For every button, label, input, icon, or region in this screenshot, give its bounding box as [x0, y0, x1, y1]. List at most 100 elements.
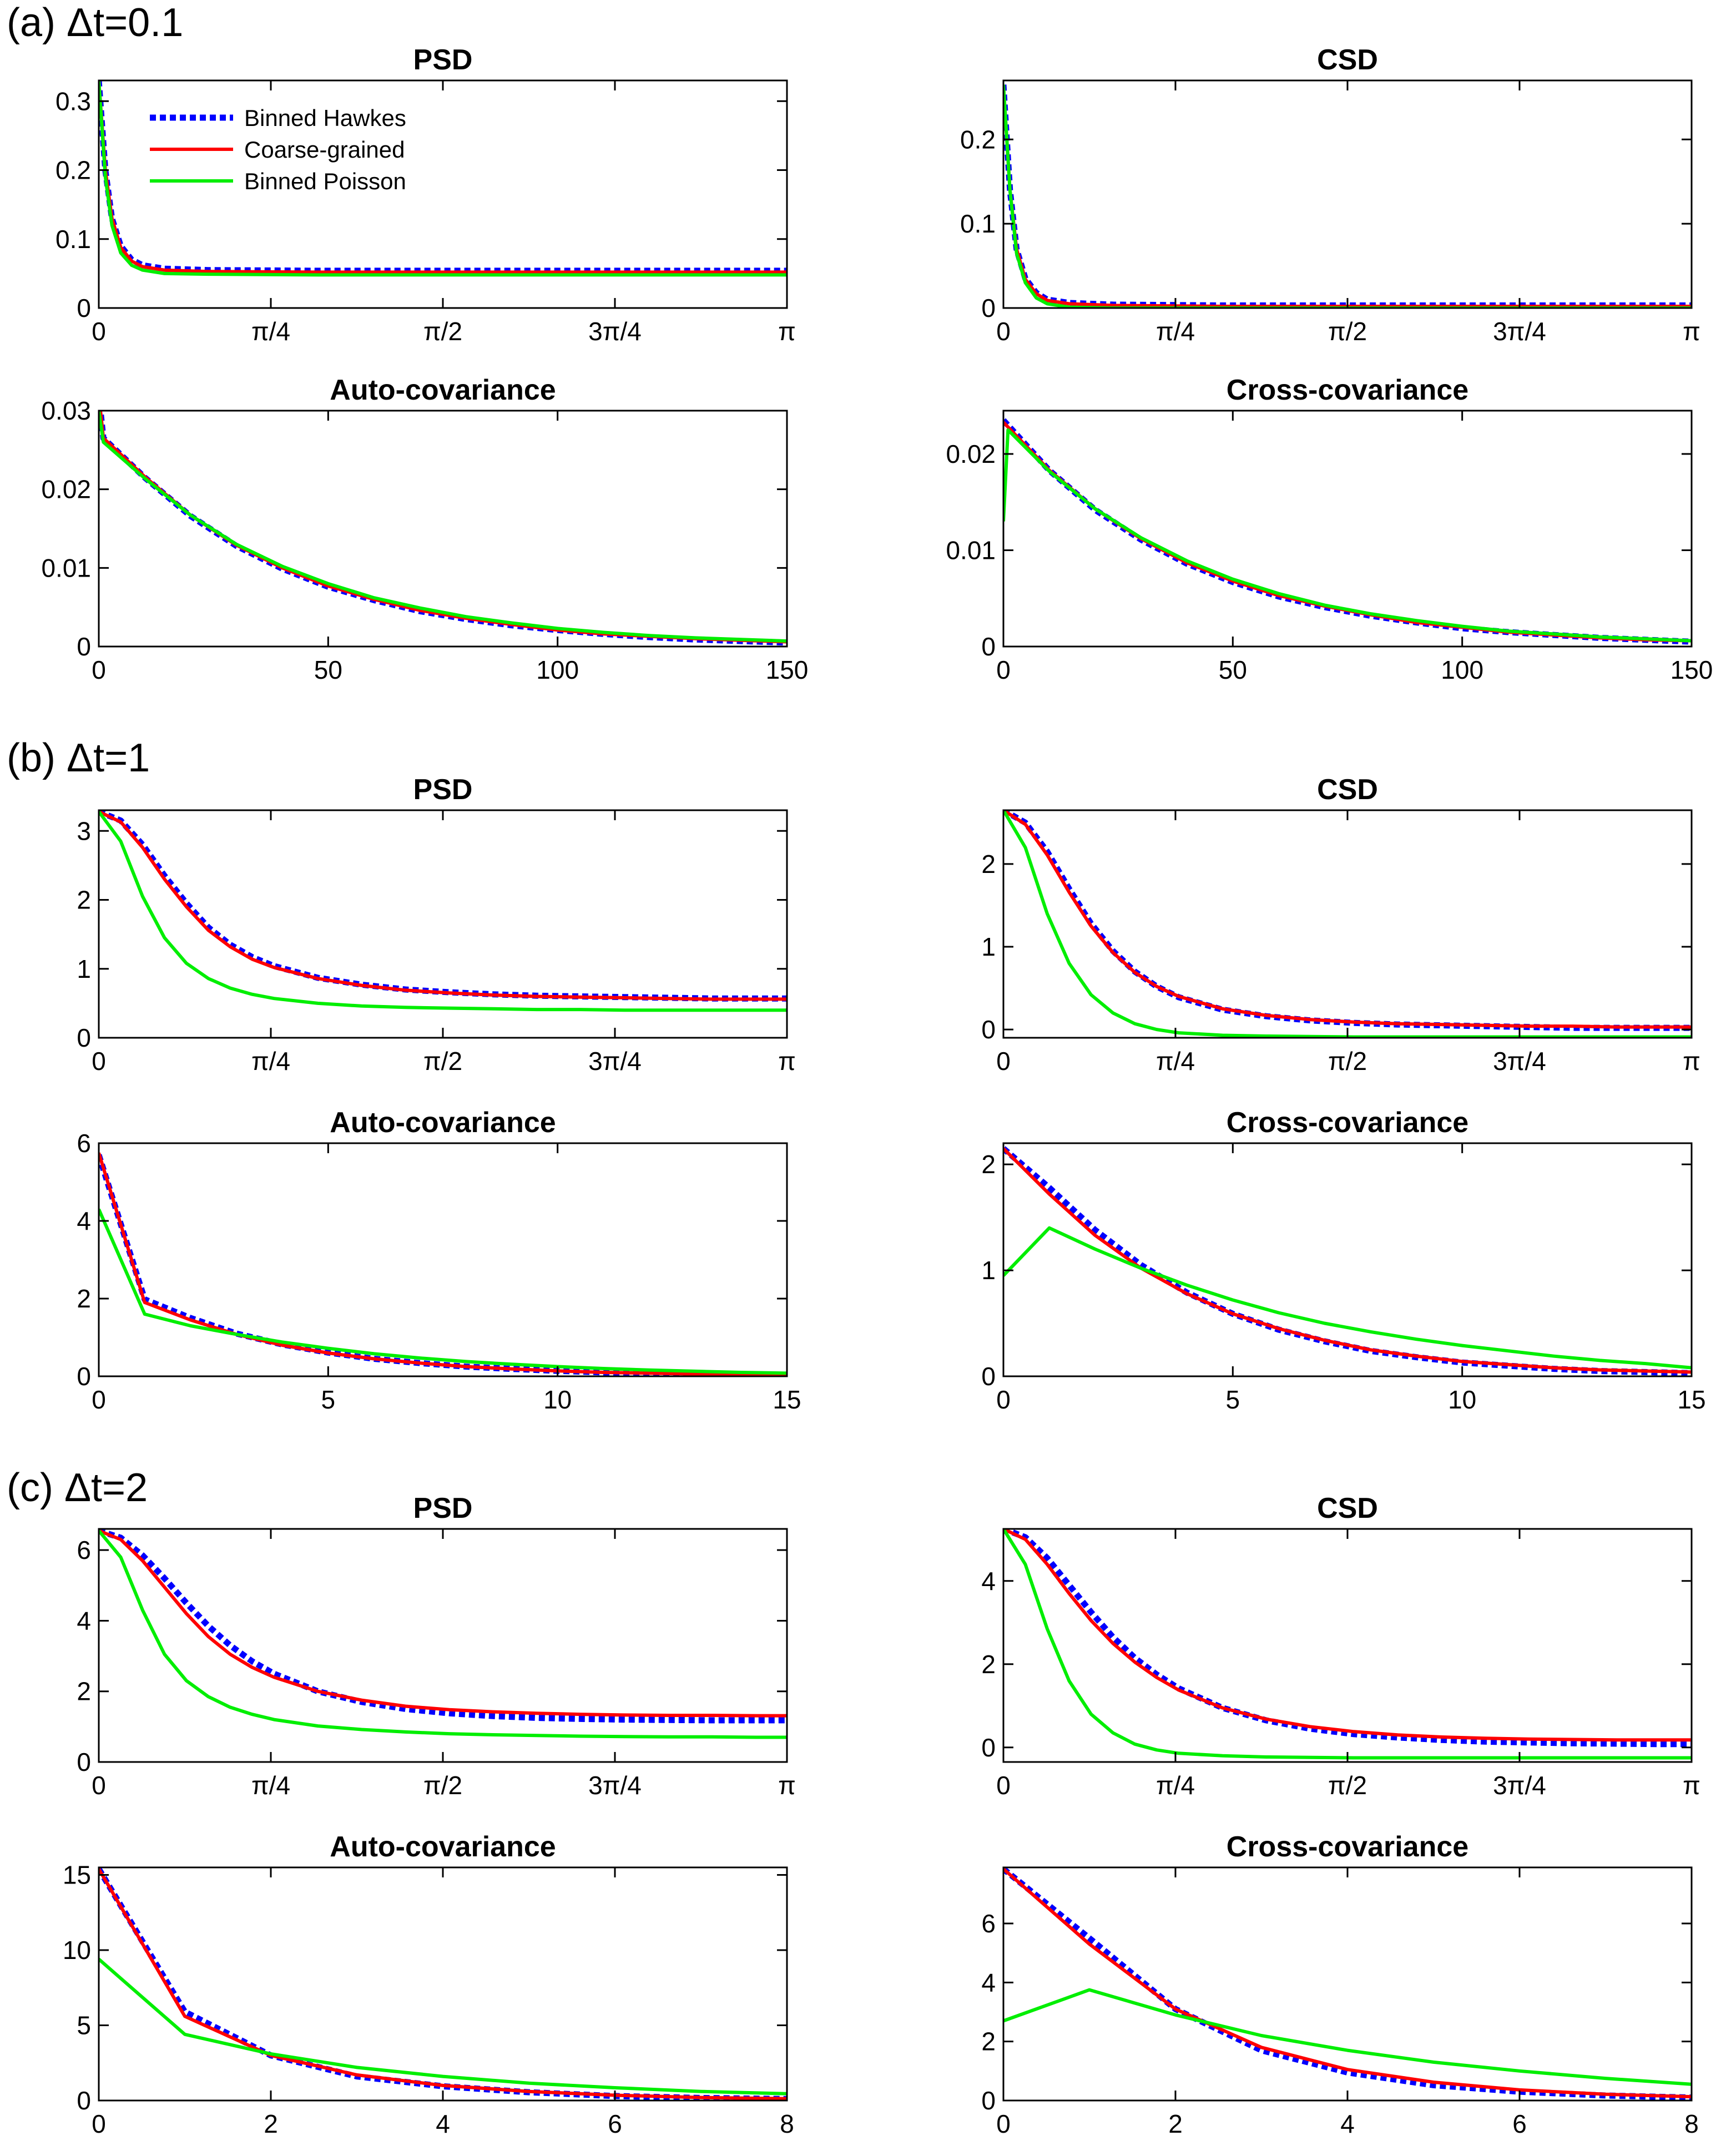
x-tick-label: π/4: [251, 1047, 290, 1076]
y-tick-label: 1: [981, 1256, 996, 1285]
series-coarse-grained: [1003, 810, 1692, 1029]
chart-title: Auto-covariance: [330, 1107, 556, 1139]
x-tick-label: 0: [92, 1047, 106, 1076]
series-coarse-grained: [1003, 1867, 1692, 2099]
series-binned-poisson: [1003, 1529, 1692, 1760]
chart-a-auto: 0 50 100 150 0 0.01 0.02 0.03 Auto-covariance: [41, 374, 808, 684]
y-tick-label: 0.02: [41, 475, 91, 504]
y-tick-label: 0: [77, 2086, 91, 2115]
legend-label: Binned Poisson: [244, 168, 406, 194]
x-tick-label: 0: [996, 1385, 1011, 1414]
series-coarse-grained: [99, 1529, 787, 1718]
x-tick-label: 0: [996, 1771, 1011, 1800]
series-binned-poisson: [99, 1529, 787, 1739]
chart-c-cross: 0 2 4 6 8 0 2 4 6 Cross-covariance: [981, 1831, 1698, 2138]
axes-box: [1002, 410, 1693, 648]
axes-box: [1002, 1866, 1693, 2102]
series-binned-poisson: [99, 411, 787, 643]
chart-b-auto: 0 5 10 15 0 2 4 6 Auto-covariance: [77, 1107, 801, 1414]
x-tick-label: π/2: [423, 1771, 462, 1800]
x-tick-label: 5: [321, 1385, 336, 1414]
chart-a-cross: 0 50 100 150 0 0.01 0.02 Cross-covariance: [946, 374, 1713, 684]
y-tick-label: 0.2: [55, 156, 91, 185]
chart-title: Auto-covariance: [330, 374, 556, 406]
section-label-a: (a) Δt=0.1: [7, 1, 184, 45]
series-coarse-grained: [1003, 1147, 1692, 1374]
y-tick-label: 6: [981, 1909, 996, 1938]
chart-c-auto: 0 2 4 6 8 0 5 10 15 Auto-covariance: [63, 1831, 794, 2138]
y-tick-label: 0.3: [55, 87, 91, 115]
x-tick-label: 0: [92, 1771, 106, 1800]
axes-box: [98, 1528, 788, 1763]
axes-box: [98, 410, 788, 648]
x-tick-label: π/2: [1328, 1047, 1367, 1076]
x-tick-label: π: [778, 1771, 796, 1800]
series-binned-poisson: [1003, 84, 1692, 308]
series-coarse-grained: [99, 80, 787, 274]
y-tick-label: 1: [77, 955, 91, 983]
y-tick-label: 0: [981, 1015, 996, 1044]
y-tick-label: 1: [981, 932, 996, 961]
x-tick-label: 100: [1441, 655, 1483, 684]
x-tick-label: 2: [1168, 2109, 1183, 2138]
y-tick-label: 0.03: [41, 396, 91, 425]
x-tick-label: π/4: [1156, 1771, 1195, 1800]
chart-title: CSD: [1317, 44, 1378, 76]
x-tick-label: 0: [92, 317, 106, 346]
y-tick-label: 15: [63, 1861, 91, 1890]
x-tick-label: π/2: [423, 317, 462, 346]
series-binned-hawkes: [1003, 84, 1692, 308]
x-tick-label: 3π/4: [588, 1047, 642, 1076]
series-binned-hawkes: [1003, 1146, 1692, 1376]
x-tick-label: 0: [92, 1385, 106, 1414]
y-tick-label: 0.1: [55, 225, 91, 254]
x-tick-label: 2: [264, 2109, 278, 2138]
y-tick-label: 2: [77, 1284, 91, 1313]
series-coarse-grained: [99, 810, 787, 1001]
x-tick-label: 0: [92, 2109, 106, 2138]
series-coarse-grained: [1003, 1529, 1692, 1742]
x-tick-label: π: [1683, 1047, 1700, 1076]
y-tick-label: 5: [77, 2011, 91, 2040]
chart-c-psd: 0 π/4 π/2 3π/4 π 0 2 4 6 PSD: [77, 1492, 795, 1800]
series-binned-poisson: [1003, 1226, 1692, 1370]
y-tick-label: 0: [981, 1733, 996, 1762]
x-tick-label: π: [778, 1047, 796, 1076]
y-tick-label: 0: [77, 294, 91, 322]
x-tick-label: 15: [1677, 1385, 1705, 1414]
y-tick-label: 0: [77, 1023, 91, 1052]
chart-b-psd: 0 π/4 π/2 3π/4 π 0 1 2 3 PSD: [77, 774, 795, 1076]
series-binned-hawkes: [1003, 1867, 1692, 2101]
x-tick-label: 8: [1684, 2109, 1699, 2138]
chart-title: Auto-covariance: [330, 1831, 556, 1863]
x-tick-label: 0: [996, 317, 1011, 346]
x-tick-label: 15: [773, 1385, 801, 1414]
y-tick-label: 3: [77, 816, 91, 845]
series-binned-poisson: [99, 1208, 787, 1375]
chart-b-csd: 0 π/4 π/2 3π/4 π 0 1 2 CSD: [981, 774, 1700, 1076]
x-tick-label: π: [778, 317, 796, 346]
x-tick-label: 5: [1226, 1385, 1240, 1414]
x-tick-label: π/2: [423, 1047, 462, 1076]
chart-a-csd: 0 π/4 π/2 3π/4 π 0 0.1 0.2 CSD: [960, 44, 1700, 346]
series-binned-hawkes: [99, 1529, 787, 1724]
x-tick-label: 3π/4: [588, 317, 642, 346]
series-binned-poisson: [1003, 810, 1692, 1038]
x-tick-label: 10: [543, 1385, 572, 1414]
chart-c-csd: 0 π/4 π/2 3π/4 π 0 2 4 CSD: [981, 1492, 1700, 1800]
x-tick-label: 4: [1340, 2109, 1355, 2138]
legend: Binned Hawkes Coarse-grained Binned Poisso…: [150, 105, 406, 194]
x-tick-label: 4: [436, 2109, 450, 2138]
x-tick-label: 0: [92, 655, 106, 684]
series-binned-hawkes: [99, 411, 787, 646]
x-tick-label: 3π/4: [1493, 1047, 1546, 1076]
y-tick-label: 0: [77, 1748, 91, 1776]
chart-title: PSD: [413, 1492, 473, 1524]
chart-title: CSD: [1317, 1492, 1378, 1524]
x-tick-label: π/4: [251, 317, 290, 346]
series-binned-poisson: [99, 1958, 787, 2096]
chart-b-cross: 0 5 10 15 0 1 2 Cross-covariance: [981, 1107, 1705, 1414]
x-tick-label: 0: [996, 1047, 1011, 1076]
series-binned-hawkes: [99, 1867, 787, 2101]
